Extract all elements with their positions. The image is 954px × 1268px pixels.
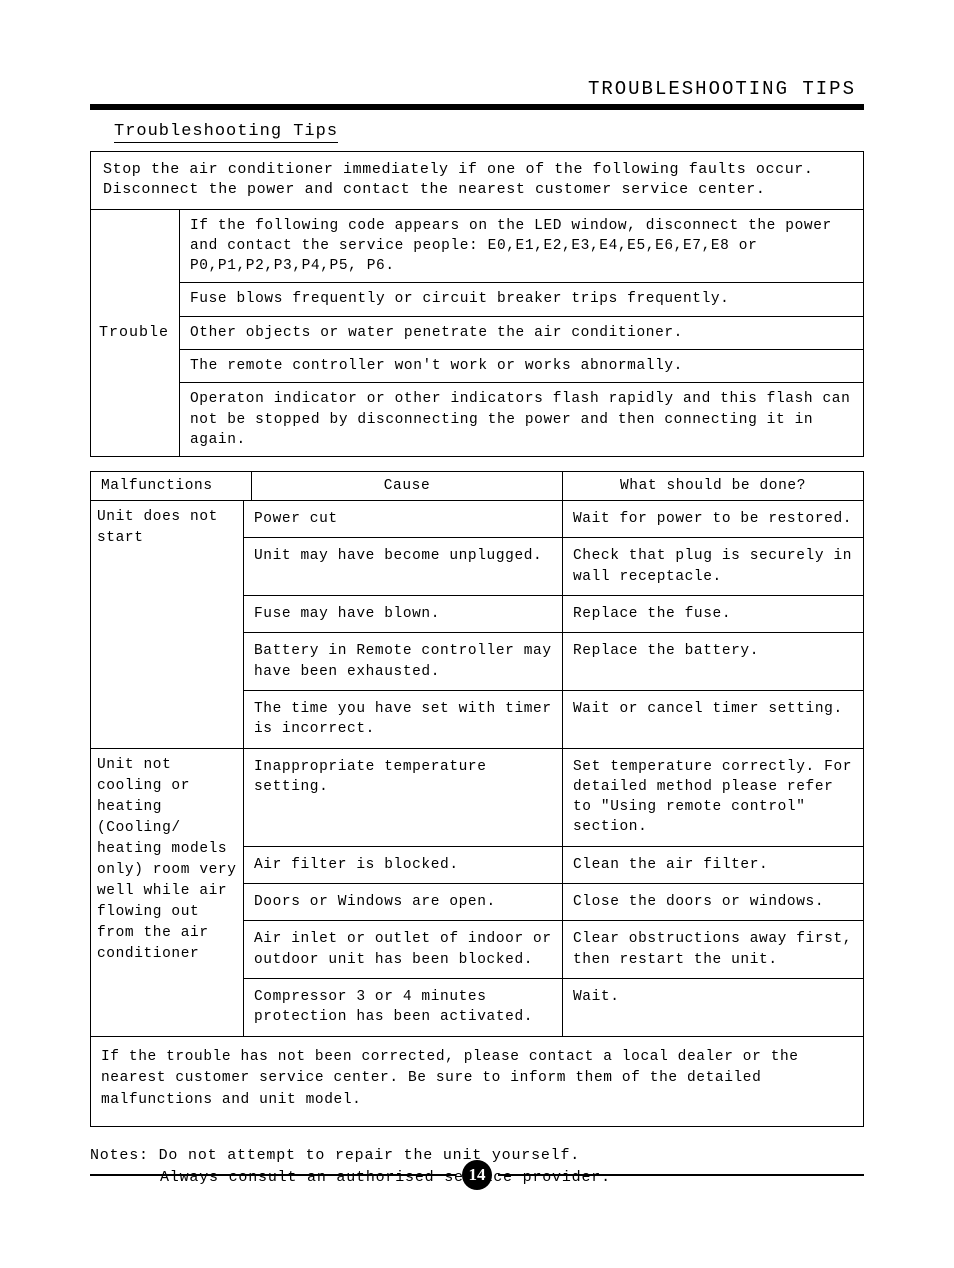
- malf-group-label: Unit does not start: [91, 501, 244, 747]
- page-footer: 14: [90, 1160, 864, 1190]
- malf-action: Clear obstructions away first, then rest…: [563, 921, 863, 978]
- malfunctions-table: Malfunctions Cause What should be done? …: [90, 471, 864, 1127]
- malf-action: Replace the battery.: [563, 633, 863, 690]
- malf-row: Air inlet or outlet of indoor or outdoor…: [244, 921, 863, 979]
- malf-row: Battery in Remote controller may have be…: [244, 633, 863, 691]
- trouble-row: Operaton indicator or other indicators f…: [180, 383, 863, 456]
- malf-cause: Air inlet or outlet of indoor or outdoor…: [244, 921, 563, 978]
- malf-row: Fuse may have blown. Replace the fuse.: [244, 596, 863, 633]
- malf-row: Air filter is blocked. Clean the air fil…: [244, 847, 863, 884]
- trouble-row: Other objects or water penetrate the air…: [180, 317, 863, 350]
- trouble-intro: Stop the air conditioner immediately if …: [91, 152, 863, 210]
- trouble-row: If the following code appears on the LED…: [180, 210, 863, 284]
- malf-group: Unit does not start Power cut Wait for p…: [91, 501, 863, 748]
- malf-cause: Unit may have become unplugged.: [244, 538, 563, 595]
- malf-cause: The time you have set with timer is inco…: [244, 691, 563, 748]
- malf-action: Wait for power to be restored.: [563, 501, 863, 537]
- malf-action: Replace the fuse.: [563, 596, 863, 632]
- malf-cause: Compressor 3 or 4 minutes protection has…: [244, 979, 563, 1036]
- malf-footer-note: If the trouble has not been corrected, p…: [91, 1037, 863, 1126]
- trouble-rows: If the following code appears on the LED…: [180, 210, 863, 457]
- malf-group-label: Unit not cooling or heating (Cooling/ he…: [91, 749, 244, 1036]
- malf-row: Doors or Windows are open. Close the doo…: [244, 884, 863, 921]
- malf-row: Compressor 3 or 4 minutes protection has…: [244, 979, 863, 1036]
- malf-cause: Air filter is blocked.: [244, 847, 563, 883]
- page-header: TROUBLESHOOTING TIPS: [90, 78, 864, 110]
- malf-cause: Inappropriate temperature setting.: [244, 749, 563, 846]
- malf-action: Wait.: [563, 979, 863, 1036]
- malf-cause: Power cut: [244, 501, 563, 537]
- section-title: Troubleshooting Tips: [114, 122, 338, 143]
- malf-header-cause: Cause: [252, 472, 563, 500]
- malf-row: Power cut Wait for power to be restored.: [244, 501, 863, 538]
- page-number-badge: 14: [462, 1160, 492, 1190]
- malf-action: Wait or cancel timer setting.: [563, 691, 863, 748]
- footer-rule-left: [90, 1174, 456, 1176]
- malf-group: Unit not cooling or heating (Cooling/ he…: [91, 749, 863, 1037]
- malf-header-action: What should be done?: [563, 472, 863, 500]
- malf-cause: Doors or Windows are open.: [244, 884, 563, 920]
- malf-header-malfunctions: Malfunctions: [91, 472, 252, 500]
- footer-rule-right: [498, 1174, 864, 1176]
- malf-action: Set temperature correctly. For detailed …: [563, 749, 863, 846]
- trouble-left-label: Trouble: [91, 210, 180, 457]
- malf-action: Close the doors or windows.: [563, 884, 863, 920]
- trouble-row: The remote controller won't work or work…: [180, 350, 863, 383]
- malf-cause: Battery in Remote controller may have be…: [244, 633, 563, 690]
- malf-action: Clean the air filter.: [563, 847, 863, 883]
- malf-row: Inappropriate temperature setting. Set t…: [244, 749, 863, 847]
- malf-row: Unit may have become unplugged. Check th…: [244, 538, 863, 596]
- malf-action: Check that plug is securely in wall rece…: [563, 538, 863, 595]
- running-title: TROUBLESHOOTING TIPS: [90, 78, 864, 100]
- trouble-box: Stop the air conditioner immediately if …: [90, 151, 864, 457]
- troubleshooting-page: TROUBLESHOOTING TIPS Troubleshooting Tip…: [0, 0, 954, 1268]
- malf-header-row: Malfunctions Cause What should be done?: [91, 472, 863, 501]
- trouble-row: Fuse blows frequently or circuit breaker…: [180, 283, 863, 316]
- malf-row: The time you have set with timer is inco…: [244, 691, 863, 748]
- header-rule: [90, 104, 864, 110]
- trouble-body: Trouble If the following code appears on…: [91, 210, 863, 457]
- malf-cause: Fuse may have blown.: [244, 596, 563, 632]
